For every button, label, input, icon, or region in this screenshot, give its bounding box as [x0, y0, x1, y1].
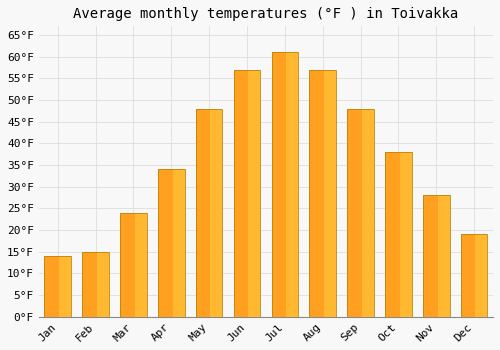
- Bar: [82, 252, 109, 317]
- Bar: [438, 195, 450, 317]
- Bar: [310, 70, 336, 317]
- Bar: [362, 108, 374, 317]
- Bar: [348, 108, 374, 317]
- Bar: [59, 256, 71, 317]
- Bar: [234, 70, 260, 317]
- Bar: [461, 234, 487, 317]
- Bar: [423, 195, 450, 317]
- Bar: [310, 70, 324, 317]
- Bar: [82, 252, 97, 317]
- Title: Average monthly temperatures (°F ) in Toivakka: Average monthly temperatures (°F ) in To…: [74, 7, 458, 21]
- Bar: [135, 213, 146, 317]
- Bar: [120, 213, 146, 317]
- Bar: [196, 108, 222, 317]
- Bar: [210, 108, 222, 317]
- Bar: [423, 195, 438, 317]
- Bar: [272, 52, 298, 317]
- Bar: [461, 234, 475, 317]
- Bar: [158, 169, 172, 317]
- Bar: [286, 52, 298, 317]
- Bar: [348, 108, 362, 317]
- Bar: [196, 108, 210, 317]
- Bar: [172, 169, 184, 317]
- Bar: [248, 70, 260, 317]
- Bar: [272, 52, 286, 317]
- Bar: [385, 152, 400, 317]
- Bar: [385, 152, 411, 317]
- Bar: [158, 169, 184, 317]
- Bar: [234, 70, 248, 317]
- Bar: [44, 256, 71, 317]
- Bar: [324, 70, 336, 317]
- Bar: [120, 213, 135, 317]
- Bar: [400, 152, 411, 317]
- Bar: [476, 234, 488, 317]
- Bar: [44, 256, 59, 317]
- Bar: [97, 252, 109, 317]
